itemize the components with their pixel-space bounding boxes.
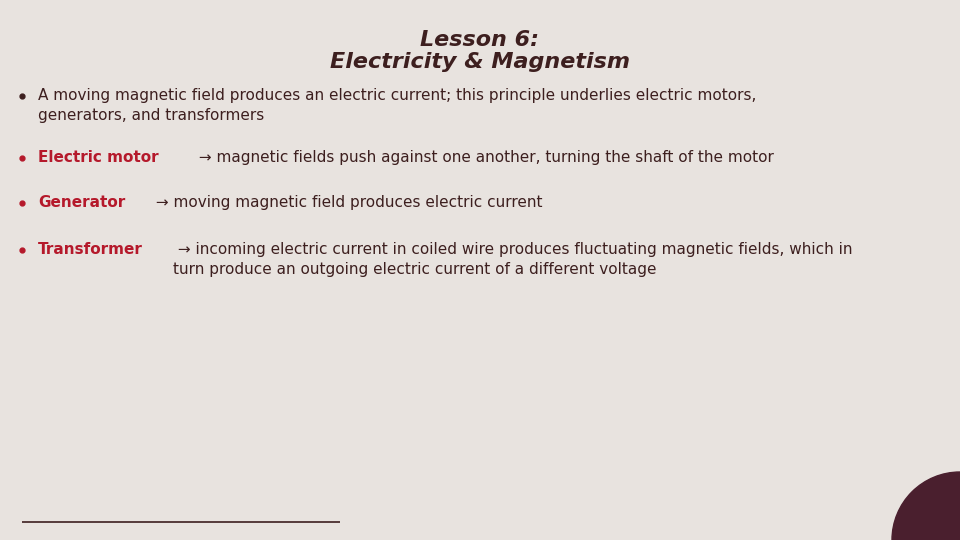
Circle shape bbox=[892, 472, 960, 540]
Text: Electric motor: Electric motor bbox=[38, 150, 158, 165]
Text: → incoming electric current in coiled wire produces fluctuating magnetic fields,: → incoming electric current in coiled wi… bbox=[174, 242, 852, 277]
Text: Lesson 6:: Lesson 6: bbox=[420, 30, 540, 50]
Text: Electricity & Magnetism: Electricity & Magnetism bbox=[330, 52, 630, 72]
Text: A moving magnetic field produces an electric current; this principle underlies e: A moving magnetic field produces an elec… bbox=[38, 88, 756, 123]
Text: → moving magnetic field produces electric current: → moving magnetic field produces electri… bbox=[151, 195, 542, 210]
Text: Generator: Generator bbox=[38, 195, 125, 210]
Text: → magnetic fields push against one another, turning the shaft of the motor: → magnetic fields push against one anoth… bbox=[194, 150, 774, 165]
Text: Transformer: Transformer bbox=[38, 242, 143, 257]
